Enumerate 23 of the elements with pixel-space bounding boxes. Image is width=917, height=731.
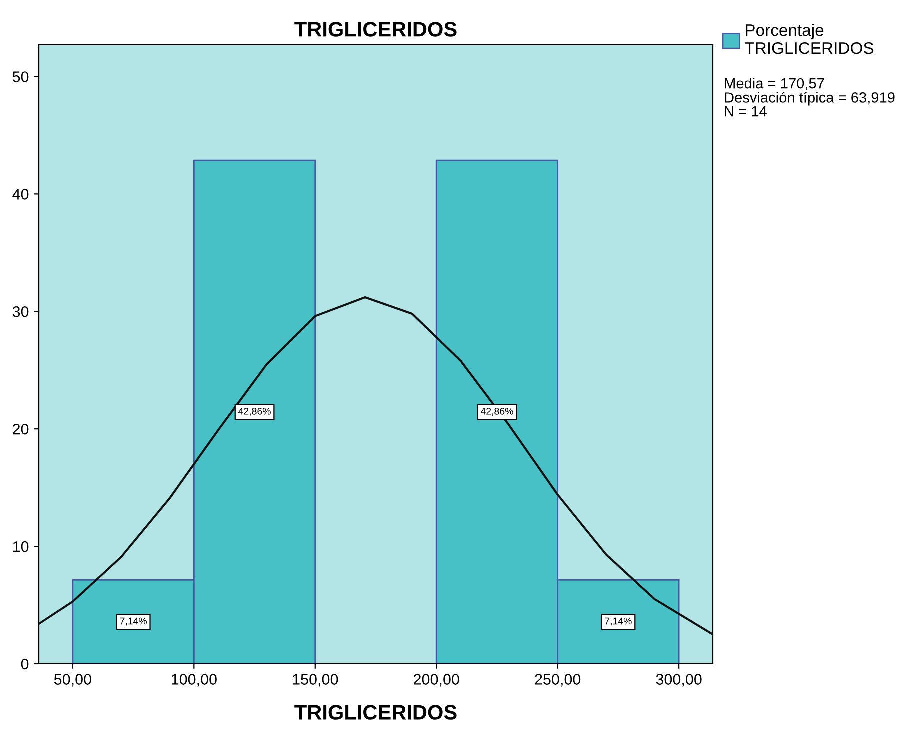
x-tick-label: 50,00	[54, 674, 92, 687]
data-label: 42,86%	[238, 408, 271, 416]
y-tick-label: 10	[13, 541, 29, 552]
data-label: 42,86%	[480, 408, 514, 416]
line-series	[39, 296, 713, 636]
data-label: 7,14%	[120, 618, 147, 626]
x-tick-label: 150,00	[293, 674, 338, 687]
text: Desviación típica = 63,919	[725, 92, 895, 106]
x-tick-label: 200,00	[414, 674, 460, 687]
x-tick-label: 100,00	[172, 674, 217, 687]
y-tick-label: 40	[12, 189, 29, 200]
y-tick-label: 30	[12, 306, 29, 318]
text: Media = 170,57	[725, 78, 824, 90]
y-tick-label: 50	[12, 72, 29, 82]
x-tick-label: 300,00	[656, 674, 702, 687]
legend-label: Porcentaje TRIGLICERIDOS	[745, 24, 874, 54]
data-label: 7,14%	[605, 618, 632, 626]
y-tick-label: 20	[13, 424, 29, 435]
y-tick-label: 0	[21, 658, 29, 670]
text: N = 14	[725, 106, 767, 117]
x-tick-label: 250,00	[535, 674, 581, 687]
chart-title: TRIGLICERIDOS	[294, 22, 457, 37]
x-axis-title: TRIGLICERIDOS	[294, 705, 457, 720]
